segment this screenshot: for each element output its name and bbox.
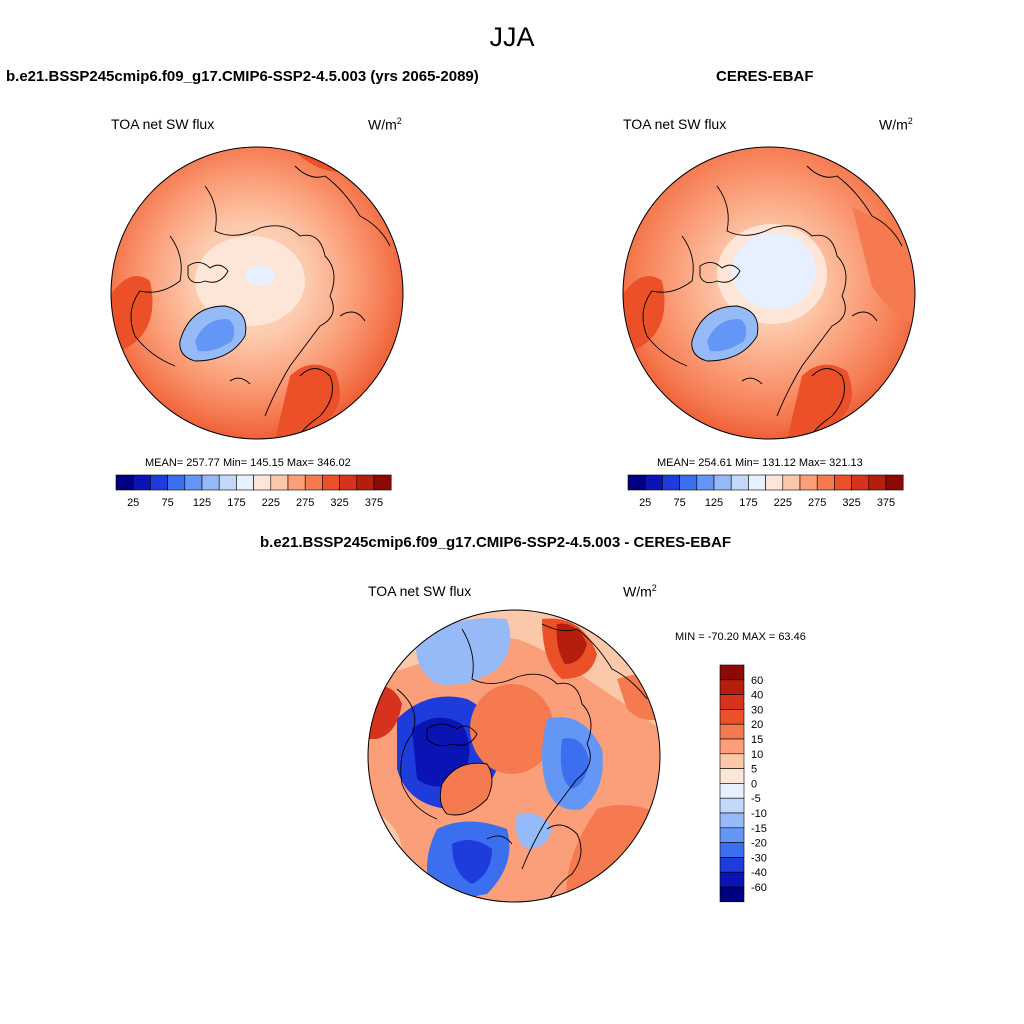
panel-2-colorbar-swatch: [696, 474, 715, 491]
panel-1-colorbar-tick-label: 175: [227, 497, 245, 509]
panel-3-colorbar-tick-label: -15: [751, 823, 767, 835]
panel-2-stats: MEAN= 254.61 Min= 131.12 Max= 321.13: [657, 457, 863, 469]
panel-3-colorbar: 60 40 30 20 15 10 5 0 -5 -10 -15 -20 -30 -40 -60: [719, 664, 767, 903]
panel-3-colorbar-swatch: [719, 664, 745, 681]
panel-1-colorbar-swatch: [201, 474, 220, 491]
panel-3-stats: MIN = -70.20 MAX = 63.46: [675, 631, 806, 643]
panel-3-colorbar-swatch: [719, 694, 745, 710]
panel-1-colorbar-swatch: [322, 474, 340, 491]
panel-1-title: b.e21.BSSP245cmip6.f09_g17.CMIP6-SSP2-4.…: [6, 68, 479, 85]
panel-1-colorbar-swatch: [218, 474, 237, 491]
panel-3-colorbar-tick-label: 30: [751, 704, 763, 716]
panel-1-colorbar-swatch: [184, 474, 203, 491]
panel-1-colorbar-tick-label: 275: [296, 497, 314, 509]
panel-3-colorbar-swatch: [719, 812, 745, 829]
panel-2-colorbar-swatch: [816, 474, 835, 491]
panel-1-colorbar-tick-label: 325: [330, 497, 348, 509]
panel-2-variable: TOA net SW flux: [623, 116, 727, 132]
panel-3-colorbar-tick-label: 0: [751, 778, 757, 790]
panel-2-colorbar-swatch: [627, 474, 646, 491]
panel-3-colorbar-tick-label: 10: [751, 749, 763, 761]
panel-2-colorbar-tick-label: 125: [705, 497, 723, 509]
panel-3-colorbar-swatch: [719, 753, 745, 769]
panel-3-colorbar-swatch: [719, 842, 745, 858]
panel-3-colorbar-tick-label: 40: [751, 690, 763, 702]
panel-1-stats: MEAN= 257.77 Min= 145.15 Max= 346.02: [145, 457, 351, 469]
panel-3-units: W/m2: [623, 583, 657, 600]
panel-2-map: [622, 146, 916, 440]
panel-1-colorbar-swatch: [167, 474, 186, 491]
panel-1-colorbar-tick-label: 225: [262, 497, 280, 509]
panel-3-colorbar-tick-label: 5: [751, 764, 757, 776]
panel-2-colorbar-swatch: [834, 474, 852, 491]
panel-3-colorbar-swatch: [719, 679, 745, 695]
panel-3-colorbar-tick-label: -5: [751, 793, 761, 805]
panel-2-colorbar-tick-label: 175: [739, 497, 757, 509]
panel-1-colorbar-swatch: [150, 474, 168, 491]
panel-3-colorbar-tick-label: 60: [751, 675, 763, 687]
panel-2-colorbar-tick-label: 75: [673, 497, 685, 509]
panel-1-colorbar-swatch: [270, 474, 289, 491]
panel-2-colorbar-swatch: [679, 474, 698, 491]
panel-2-colorbar-swatch: [885, 474, 904, 491]
panel-3-colorbar-tick-label: 15: [751, 734, 763, 746]
panel-1-colorbar-swatch: [339, 474, 358, 491]
panel-2-colorbar-tick-label: 25: [639, 497, 651, 509]
panel-2-colorbar-swatch: [868, 474, 887, 491]
figure-title: JJA: [489, 22, 535, 52]
panel-2-colorbar-tick-label: 275: [808, 497, 826, 509]
panel-2-colorbar-tick-label: 375: [877, 497, 895, 509]
panel-3-colorbar-swatch: [719, 797, 745, 814]
panel-1-colorbar-tick-label: 25: [127, 497, 139, 509]
panel-1-units: W/m2: [368, 116, 402, 133]
panel-2-units: W/m2: [879, 116, 913, 133]
panel-3-colorbar-tick-label: -40: [751, 867, 767, 879]
panel-1-colorbar-tick-label: 125: [193, 497, 211, 509]
panel-2-colorbar-swatch: [799, 474, 818, 491]
panel-3-map: [367, 609, 661, 903]
panel-1-variable: TOA net SW flux: [111, 116, 215, 132]
panel-2-colorbar-swatch: [782, 474, 801, 491]
panel-3-colorbar-tick-label: -30: [751, 852, 767, 864]
panel-2-colorbar-swatch: [662, 474, 680, 491]
panel-3-colorbar-swatch: [719, 886, 745, 903]
panel-2-colorbar-tick-label: 225: [774, 497, 792, 509]
panel-3-colorbar-swatch: [719, 857, 745, 873]
panel-1-colorbar-swatch: [132, 474, 151, 491]
panel-1-colorbar-swatch: [373, 474, 392, 491]
panel-2-colorbar-swatch: [730, 474, 749, 491]
panel-2-colorbar-swatch: [748, 474, 766, 491]
panel-3-colorbar-swatch: [719, 768, 745, 784]
panel-1-colorbar-swatch: [287, 474, 306, 491]
panel-2-colorbar-swatch: [851, 474, 870, 491]
panel-3-colorbar-tick-label: -10: [751, 808, 767, 820]
panel-2-colorbar-swatch: [644, 474, 663, 491]
panel-1-colorbar-tick-label: 75: [161, 497, 173, 509]
panel-2-colorbar-swatch: [713, 474, 732, 491]
panel-2-colorbar-tick-label: 325: [842, 497, 860, 509]
panel-1-colorbar-swatch: [356, 474, 375, 491]
panel-3-colorbar-tick-label: -20: [751, 838, 767, 850]
panel-3-colorbar-swatch: [719, 871, 745, 888]
panel-2-title: CERES-EBAF: [716, 68, 814, 85]
panel-3-colorbar-swatch: [719, 709, 745, 725]
panel-2-colorbar-swatch: [765, 474, 784, 491]
panel-3-colorbar-tick-label: -60: [751, 882, 767, 894]
panel-1-colorbar-swatch: [236, 474, 254, 491]
panel-1-colorbar-swatch: [253, 474, 272, 491]
panel-1-colorbar-swatch: [304, 474, 323, 491]
panel-2-colorbar: 25 75 125 175 225 275 325 375: [627, 474, 904, 509]
panel-3-colorbar-swatch: [719, 827, 745, 843]
panel-1-colorbar: 25 75 125 175 225 275 325 375: [115, 474, 392, 509]
panel-3-colorbar-swatch: [719, 723, 745, 740]
panel-3-colorbar-tick-label: 20: [751, 719, 763, 731]
panel-3-variable: TOA net SW flux: [368, 583, 472, 599]
panel-1-colorbar-tick-label: 375: [365, 497, 383, 509]
panel-3-colorbar-swatch: [719, 783, 745, 799]
panel-3-title: b.e21.BSSP245cmip6.f09_g17.CMIP6-SSP2-4.…: [260, 534, 732, 551]
panel-1-colorbar-swatch: [115, 474, 134, 491]
panel-1-map: [110, 146, 404, 440]
panel-3-colorbar-swatch: [719, 738, 745, 755]
